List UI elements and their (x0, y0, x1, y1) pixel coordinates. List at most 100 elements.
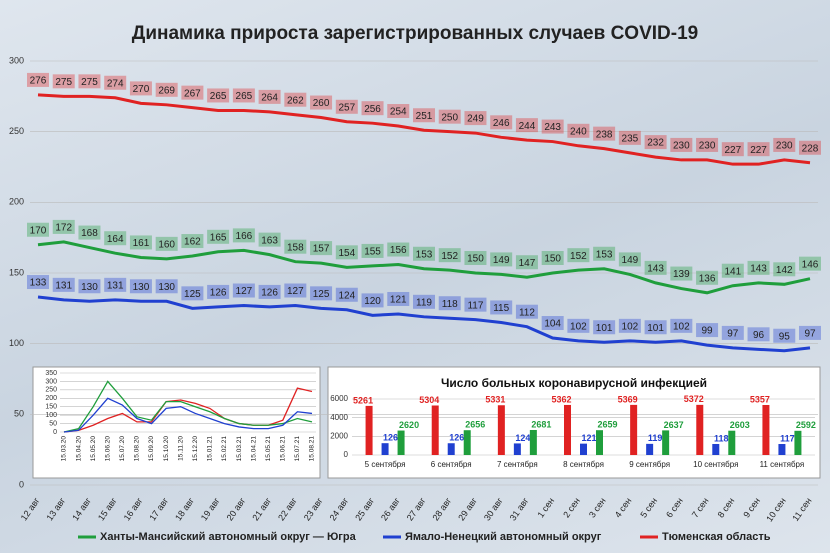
line (63, 380, 313, 433)
data-label: 164 (107, 234, 124, 245)
data-label: 5261 (353, 395, 373, 405)
legend-label: Ханты-Мансийский автономный округ — Югра (100, 531, 357, 543)
data-label: 2603 (730, 420, 750, 430)
data-label: 131 (107, 280, 124, 291)
data-label: 162 (184, 237, 201, 248)
bar (794, 430, 802, 455)
x-tick-label: 15.01.21 (207, 436, 214, 462)
inset-panel (32, 366, 321, 479)
data-label-box (618, 252, 641, 267)
data-label: 2681 (531, 419, 551, 429)
data-label: 232 (647, 138, 664, 149)
x-tick-label: 6 сентября (431, 460, 472, 469)
data-label: 275 (55, 77, 72, 88)
x-tick-label: 16 авг (122, 495, 145, 522)
bar (762, 405, 770, 455)
bar (580, 443, 587, 455)
x-tick-label: 13 авг (44, 495, 67, 522)
x-tick-label: 14 авг (70, 495, 93, 522)
y-tick-label: 200 (45, 395, 57, 402)
y-tick-label: 300 (45, 378, 57, 385)
data-label-box (181, 234, 204, 249)
x-tick-label: 9 сентября (629, 460, 670, 469)
data-label-box (541, 251, 564, 265)
data-label: 168 (81, 228, 98, 239)
line (37, 295, 811, 353)
y-tick-label: 0 (19, 479, 24, 489)
data-label: 126 (210, 288, 227, 299)
data-label-box (670, 266, 693, 281)
data-label-box (258, 232, 281, 247)
data-label-box (129, 279, 152, 294)
data-label-box (129, 235, 152, 250)
bar (564, 404, 571, 455)
data-label: 5357 (750, 394, 770, 404)
data-label: 227 (724, 145, 741, 156)
x-tick-label: 30 авг (482, 495, 505, 522)
data-label: 1240 (515, 433, 535, 443)
data-label-box (361, 101, 384, 116)
y-tick-label: 50 (49, 420, 57, 427)
bar (646, 443, 654, 455)
data-label: 154 (338, 248, 355, 259)
x-tick-label: 18 авг (173, 495, 196, 522)
bar (696, 404, 704, 455)
data-label: 146 (802, 259, 819, 270)
data-label: 102 (673, 321, 690, 332)
data-label-box (438, 248, 461, 263)
bar (365, 405, 373, 455)
data-label: 2659 (597, 420, 617, 430)
data-label: 152 (441, 251, 458, 262)
data-label: 96 (753, 330, 765, 341)
data-label: 228 (802, 143, 819, 154)
data-label-box (721, 325, 744, 340)
data-label-box (284, 92, 307, 107)
x-tick-label: 21 авг (250, 495, 273, 522)
data-label-box (799, 256, 821, 271)
data-label-box (515, 118, 538, 133)
data-label: 101 (596, 323, 613, 334)
data-label: 126 (261, 288, 278, 299)
data-label: 157 (313, 244, 330, 255)
data-label-box (670, 137, 693, 152)
x-tick-label: 15.06.21 (280, 436, 287, 462)
x-tick-label: 10 сентября (693, 460, 738, 469)
data-label-box (361, 293, 384, 308)
bar (497, 405, 505, 455)
data-label: 152 (570, 251, 587, 262)
x-tick-label: 8 сентября (563, 460, 604, 469)
data-label: 119 (416, 297, 432, 308)
data-label-box (27, 275, 49, 290)
data-label-box (207, 284, 230, 299)
y-tick-label: 200 (9, 197, 24, 207)
data-label: 97 (727, 329, 739, 340)
y-tick-label: 2000 (330, 431, 348, 440)
data-label: 246 (493, 118, 510, 129)
data-label-box (413, 294, 435, 309)
x-tick-label: 15.04.20 (75, 436, 82, 462)
x-tick-label: 15.07.21 (294, 436, 301, 462)
data-label-box (52, 74, 75, 89)
data-label: 150 (467, 254, 484, 265)
chart-title: Динамика прироста зарегистрированных слу… (132, 23, 698, 44)
data-label: 166 (236, 231, 253, 242)
data-label-box (413, 246, 435, 261)
data-label: 136 (699, 273, 716, 284)
y-tick-label: 100 (9, 338, 24, 348)
data-label: 262 (287, 95, 304, 106)
data-label: 1260 (449, 433, 469, 443)
data-label-box (361, 243, 384, 258)
data-label: 130 (133, 282, 150, 293)
y-tick-label: 50 (14, 409, 24, 419)
data-label: 158 (287, 242, 304, 253)
bar (529, 429, 537, 455)
x-tick-label: 15.03.21 (236, 436, 243, 462)
data-label: 244 (519, 121, 536, 132)
data-label-box (773, 262, 796, 277)
data-label: 1180 (714, 433, 734, 443)
inset-title: Число больных коронавирусной инфекцией (441, 376, 707, 390)
data-label: 130 (81, 282, 98, 293)
data-label: 165 (210, 232, 227, 243)
data-label: 5369 (618, 394, 638, 404)
x-tick-label: 15.10.20 (163, 436, 170, 462)
